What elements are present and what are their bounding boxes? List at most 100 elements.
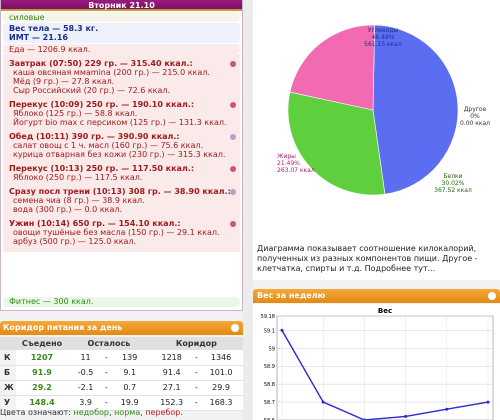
meals-list: Завтрак (07:50) 229 гр. — 315.40 ккал.: к…: [3, 54, 240, 252]
cell-cor-max: 168.3: [199, 395, 243, 411]
weight-point[interactable]: [321, 400, 325, 404]
pie-label-kcal: 561.15 ккал: [364, 41, 402, 48]
meal-title: Сразу посл трени (10:13) 308 гр. — 38.90…: [9, 187, 231, 196]
cell-label: Ж: [0, 380, 16, 396]
pie-label-name: Углеводы: [368, 27, 399, 34]
meal-entry[interactable]: Перекус (10:13) 250 гр. — 117.50 ккал.: Я…: [9, 159, 236, 182]
chart-frame: [276, 315, 494, 420]
cell-left-min: 3.9: [68, 395, 104, 411]
y-tick-label: 59.18: [261, 314, 275, 320]
edit-icon[interactable]: [230, 134, 236, 140]
meal-item: Яблоко (250 гр.) — 117.5 ккал.: [13, 173, 143, 182]
cell-left-sep: -: [103, 380, 110, 396]
collapse-icon[interactable]: [231, 324, 239, 332]
pie-label-name: Другое: [464, 106, 487, 113]
cell-label: У: [0, 395, 16, 411]
cell-cor-max: 29.9: [199, 380, 243, 396]
meal-title: Перекус (10:09) 250 гр. — 190.10 ккал.:: [9, 100, 195, 109]
cell-cor-sep: -: [193, 365, 200, 381]
table-row: У 148.4 3.9-19.9 152.3-168.3: [0, 395, 243, 411]
table-row: К 1207 11-139 1218-1346: [0, 350, 243, 366]
body-metrics: Вес тела — 58.3 кг. ИМТ — 21.16: [3, 23, 240, 43]
pie-description[interactable]: Диаграмма показывает соотношение килокал…: [257, 244, 478, 273]
pie-slice-0[interactable]: [372, 24, 459, 195]
cell-eaten: 29.2: [16, 380, 68, 396]
cell-left-max: 19.9: [109, 395, 150, 411]
weight-series-line: [281, 329, 489, 420]
meal-item: Яблоко (125 гр.) — 58.8 ккал.: [13, 109, 138, 118]
pie-label-pct: 30.02%: [442, 180, 465, 187]
pie-label-name: Белки: [443, 173, 462, 180]
meal-item: каша овсяная ммаmina (200 гр.) — 215.0 к…: [13, 68, 210, 77]
edit-icon[interactable]: [230, 102, 236, 108]
cell-label: К: [0, 350, 16, 366]
pie-label-kcal: 263.07 ккал: [277, 167, 315, 174]
cell-cor-max: 101.0: [199, 365, 243, 381]
cell-left-min: 11: [68, 350, 104, 366]
edit-icon[interactable]: [230, 189, 236, 195]
edit-icon[interactable]: [230, 221, 236, 227]
cell-left-sep: -: [103, 350, 110, 366]
meal-item: Йогурт bio max с персиком (125 гр.) — 13…: [13, 118, 227, 127]
fitness-total[interactable]: Фитнес — 300 ккал.: [3, 297, 240, 307]
cell-cor-sep: -: [193, 350, 200, 366]
legend-item: норма: [114, 408, 141, 417]
cell-cor-min: 152.3: [149, 395, 194, 411]
y-tick-label: 58.6: [264, 418, 275, 420]
cell-eaten: 91.9: [16, 365, 68, 381]
meal-title: Перекус (10:13) 250 гр. — 117.50 ккал.:: [9, 164, 195, 173]
pie-slice-2[interactable]: [289, 24, 376, 111]
macro-pie-panel: Углеводы 46.49% 561.15 ккал Белки 30.02% 367.…: [253, 0, 500, 280]
pie-label-pct: 0%: [470, 113, 480, 120]
meal-entry[interactable]: Обед (10:11) 390 гр. — 390.90 ккал.: сала…: [9, 127, 236, 159]
legend-item: перебор: [145, 408, 181, 417]
meal-entry[interactable]: Ужин (10:14) 650 гр. — 154.10 ккал.: овощ…: [9, 214, 236, 246]
right-column: Углеводы 46.49% 561.15 ккал Белки 30.02% 367.…: [253, 0, 500, 420]
pie-label-kcal: 0.00 ккал: [460, 120, 490, 127]
legend-item: недобор: [73, 408, 109, 417]
col-header-corridor: Коридор: [149, 337, 243, 350]
strength-training-strip[interactable]: силовые: [3, 12, 240, 22]
cell-left-min: -0.5: [68, 365, 104, 381]
week-weight-header[interactable]: Вес за неделю: [253, 289, 500, 303]
meal-entry[interactable]: Сразу посл трени (10:13) 308 гр. — 38.90…: [9, 182, 236, 214]
meal-item: арбуз (500 гр.) — 125.0 ккал.: [13, 237, 137, 246]
meal-item: семена чиа (8 гр.) — 38.9 ккал.: [13, 196, 145, 205]
weight-point[interactable]: [445, 407, 449, 411]
collapse-icon[interactable]: [488, 292, 496, 300]
table-header-row: Съедено Осталось Коридор: [0, 337, 243, 350]
body-weight: Вес тела — 58.3 кг.: [9, 24, 99, 33]
meal-title: Завтрак (07:50) 229 гр. — 315.40 ккал.:: [9, 59, 193, 68]
corridor-table: Съедено Осталось Коридор К 1207 11-139 1218…: [0, 337, 243, 411]
bmi: ИМТ — 21.16: [9, 33, 68, 42]
weight-point[interactable]: [404, 414, 408, 418]
y-tick-label: 59: [269, 346, 275, 352]
meal-entry[interactable]: Завтрак (07:50) 229 гр. — 315.40 ккал.: к…: [9, 54, 236, 95]
column-divider: [243, 0, 253, 420]
day-header: Вторник 21.10: [1, 0, 242, 11]
edit-icon[interactable]: [230, 166, 236, 172]
cell-left-sep: -: [103, 395, 110, 411]
weight-point[interactable]: [486, 400, 490, 404]
edit-icon[interactable]: [230, 61, 236, 67]
y-tick-label: 58.8: [264, 382, 275, 388]
color-legend: Цвета означают: недобор, норма, перебор.: [0, 408, 183, 417]
pie-slice-1[interactable]: [287, 91, 386, 196]
y-tick-label: 59.1: [264, 328, 275, 334]
pie-label-name: Жиры: [277, 153, 296, 160]
food-diary-panel: Вторник 21.10 силовые Вес тела — 58.3 кг…: [0, 0, 243, 311]
meal-item: Мёд (9 гр.) — 27.8 ккал.: [13, 77, 115, 86]
legend-prefix: Цвета означают:: [0, 408, 71, 417]
corridor-header[interactable]: Коридор питания за день: [0, 321, 243, 335]
meal-item: овощи тушёные без масла (150 гр.) — 29.1…: [13, 228, 220, 237]
meal-entry[interactable]: Перекус (10:09) 250 гр. — 190.10 ккал.: Я…: [9, 95, 236, 127]
meal-item: вода (300 гр.) — 0.0 ккал.: [13, 205, 123, 214]
chart-title: Вес: [378, 307, 392, 315]
week-weight-title: Вес за неделю: [257, 291, 326, 300]
weight-point[interactable]: [280, 328, 284, 332]
cell-cor-min: 27.1: [149, 380, 194, 396]
meal-title: Ужин (10:14) 650 гр. — 154.10 ккал.:: [9, 219, 181, 228]
cell-left-sep: -: [103, 365, 110, 381]
cell-label: Б: [0, 365, 16, 381]
